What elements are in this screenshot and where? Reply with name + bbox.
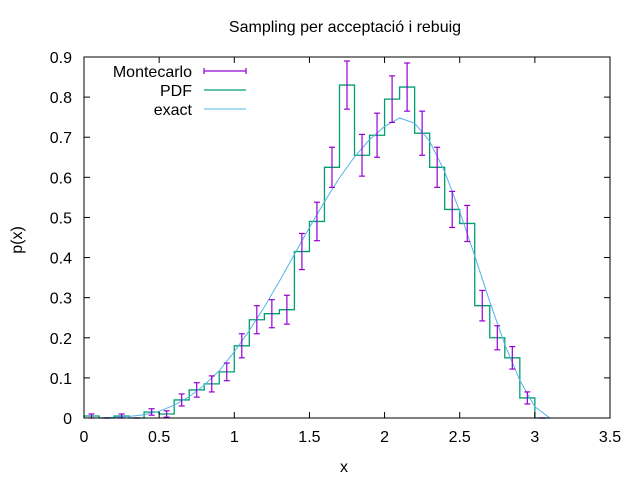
plot-frame (83, 56, 611, 419)
montecarlo-point (359, 133, 366, 177)
montecarlo-point (344, 60, 350, 110)
montecarlo-point (283, 294, 290, 325)
montecarlo-point (524, 391, 531, 405)
x-tick-label: 3 (530, 429, 539, 446)
montecarlo-point (509, 346, 516, 370)
montecarlo-point (328, 146, 335, 188)
y-tick-label: 0.4 (50, 251, 72, 268)
legend: Montecarlo PDF exact (113, 64, 247, 119)
chart-title: Sampling per acceptació i rebuig (229, 19, 461, 36)
montecarlo-point (494, 325, 501, 351)
x-tick-label: 3.5 (599, 429, 621, 446)
x-axis-label: x (340, 459, 348, 476)
montecarlo-point (313, 201, 320, 242)
y-tick-label: 0.2 (50, 331, 72, 348)
montecarlo-point (404, 62, 411, 112)
y-tick-label: 0.9 (50, 50, 72, 67)
y-tick-label: 0.7 (50, 130, 72, 147)
montecarlo-point (253, 305, 260, 335)
x-tick-label: 1 (230, 429, 239, 446)
axes: 0 0.5 1 1.5 2 2.5 3 3.5 0 0.1 0.2 0.3 0.4 0.5 0.6 0.7 0.… (50, 50, 621, 446)
x-tick-label: 0.5 (148, 429, 170, 446)
montecarlo-point (208, 375, 215, 393)
montecarlo-point (178, 393, 185, 407)
montecarlo-point (163, 410, 170, 418)
y-tick-label: 0.5 (50, 210, 72, 227)
montecarlo-point (434, 146, 441, 188)
montecarlo-point (298, 232, 305, 271)
montecarlo-point (479, 289, 486, 322)
x-tick-label: 1.5 (298, 429, 320, 446)
y-tick-label: 0.1 (50, 371, 72, 388)
legend-label-exact: exact (154, 102, 193, 119)
x-tick-label: 0 (80, 429, 89, 446)
montecarlo-point (449, 190, 456, 229)
y-tick-label: 0.6 (50, 170, 72, 187)
montecarlo-point (148, 408, 155, 416)
montecarlo-point (193, 382, 200, 398)
y-tick-label: 0 (63, 411, 72, 428)
x-tick-label: 2.5 (449, 429, 471, 446)
montecarlo-point (464, 204, 471, 243)
y-tick-label: 0.3 (50, 291, 72, 308)
montecarlo-point (419, 110, 426, 156)
montecarlo-point (389, 75, 396, 123)
y-tick-label: 0.8 (50, 90, 72, 107)
montecarlo-point (268, 299, 275, 329)
legend-label-montecarlo: Montecarlo (113, 64, 192, 81)
montecarlo-point (238, 333, 245, 359)
montecarlo-point (223, 362, 230, 382)
x-tick-label: 2 (380, 429, 389, 446)
montecarlo-point (374, 112, 381, 158)
legend-label-pdf: PDF (160, 83, 192, 100)
y-axis-label: p(x) (9, 226, 26, 254)
